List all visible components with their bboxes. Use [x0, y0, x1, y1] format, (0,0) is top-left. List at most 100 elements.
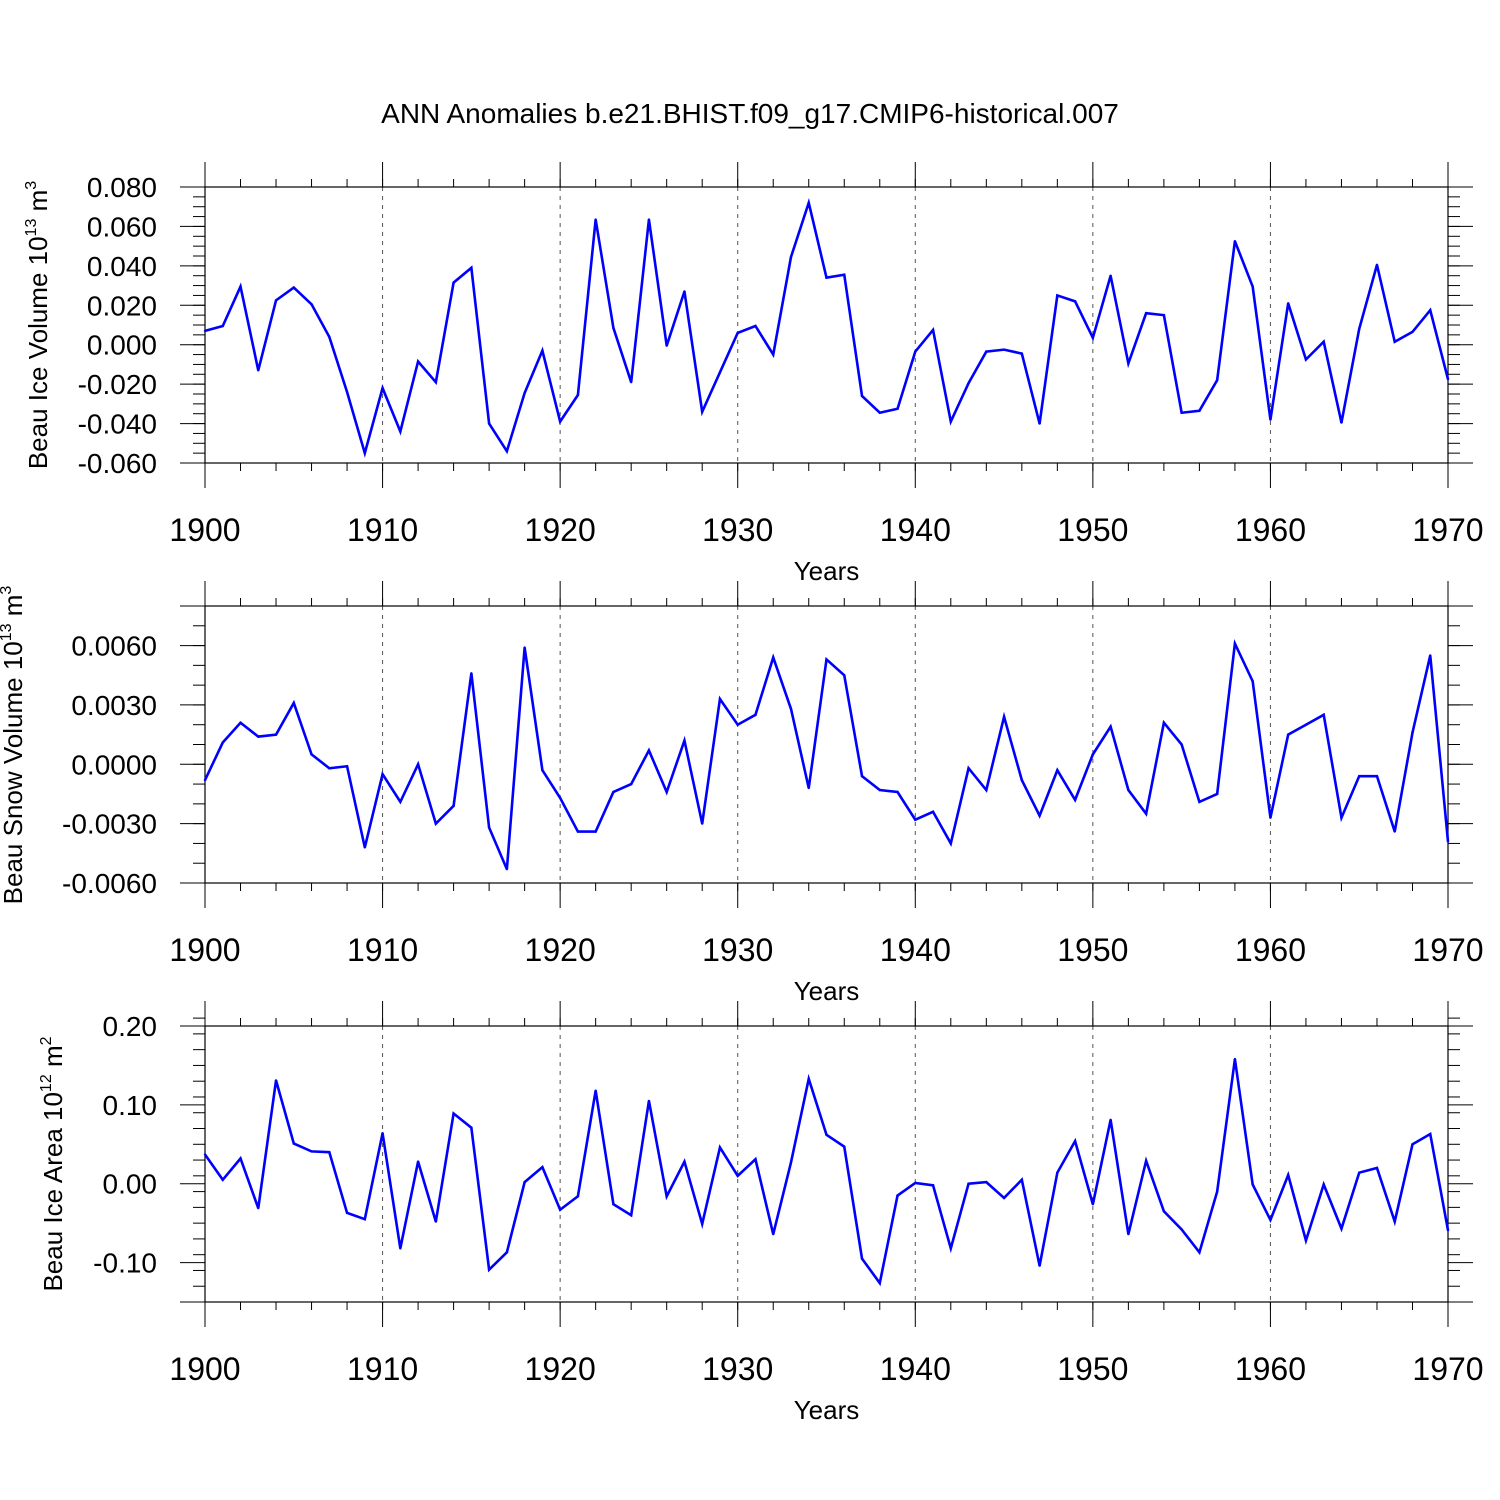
- panel-2-point-1907: [328, 1150, 331, 1154]
- panel-1-point-1948: [1056, 769, 1059, 772]
- panel-1-point-1909: [363, 846, 367, 849]
- panel-0-point-1907: [328, 335, 331, 339]
- panel-1-point-1914: [452, 804, 455, 808]
- panel-2-point-1969: [1429, 1132, 1432, 1136]
- panel-2-point-1933: [789, 1161, 793, 1164]
- panel-2-point-1926: [665, 1195, 668, 1198]
- panel-0-y-axis-label: Beau Ice Volume 1013 m3: [23, 181, 53, 469]
- panel-2-point-1918: [523, 1180, 526, 1184]
- panel-0-point-1911: [399, 430, 402, 433]
- panel-1-series-line: [203, 638, 1450, 870]
- panel-1-point-1908: [345, 765, 349, 768]
- panel-2-point-1930: [736, 1174, 739, 1178]
- panel-0-point-1969: [1429, 309, 1432, 312]
- panel-0-point-1954: [1162, 313, 1166, 317]
- panel-2-point-1946: [1020, 1178, 1024, 1181]
- panel-1-point-1903: [257, 735, 260, 738]
- panel-1-point-1938: [878, 788, 881, 792]
- panel-1-point-1923: [612, 790, 615, 794]
- panel-2-point-1939: [896, 1194, 899, 1197]
- panel-0-point-1926: [665, 344, 668, 347]
- panel-2-y-axis-label-exp: 12: [38, 1074, 55, 1092]
- panel-0-point-1922: [594, 218, 597, 221]
- panel-1-point-1934: [807, 786, 810, 790]
- panel-0-point-1921: [576, 393, 580, 397]
- panel-2-y-axis-label: Beau Ice Area 1012 m2: [38, 1036, 68, 1291]
- panel-2-y-axis-label-unit-exp: 2: [38, 1036, 55, 1045]
- panel-2-point-1919: [541, 1165, 544, 1169]
- panel-1-point-1919: [541, 769, 544, 772]
- panel-0-point-1914: [452, 281, 455, 284]
- panel-0-point-1920: [558, 420, 562, 423]
- panel-2-point-1912: [416, 1160, 420, 1163]
- panel-1-point-1935: [825, 658, 828, 661]
- panel-ice-area: -0.10 0.00 0.10 0.20 1900 1910 1920 1930 1940 195…: [38, 1001, 1484, 1425]
- panel-2-ytick-label: 0.10: [103, 1090, 158, 1121]
- panel-2-point-1903: [257, 1206, 260, 1210]
- panel-2-point-1924: [629, 1214, 633, 1217]
- panel-1-point-1921: [576, 830, 580, 833]
- panel-0-point-1949: [1073, 300, 1077, 303]
- panel-0-point-1944: [985, 350, 988, 353]
- panel-2-xtick-label: 1910: [347, 1351, 418, 1387]
- panel-1-xtick-label: 1900: [169, 932, 240, 968]
- panel-0-point-1936: [843, 273, 846, 276]
- panel-0-xtick-label: 1920: [525, 512, 596, 548]
- panel-1-point-1907: [328, 767, 331, 770]
- panel-1-y-axis-label-exp: 13: [0, 623, 15, 641]
- panel-1-ytick-label: 0.0000: [71, 749, 157, 780]
- panel-1-point-1922: [594, 830, 597, 833]
- panel-0-xtick-label: 1940: [880, 512, 951, 548]
- panel-0-point-1965: [1358, 327, 1361, 331]
- panel-1-xtick-label: 1960: [1235, 932, 1306, 968]
- panel-2-point-1936: [843, 1145, 846, 1148]
- panel-2-xtick-label: 1960: [1235, 1351, 1306, 1387]
- panel-2-point-1904: [274, 1079, 278, 1082]
- panel-1-point-1957: [1215, 792, 1219, 796]
- panel-1-point-1911: [399, 800, 402, 804]
- panel-2-point-1906: [310, 1150, 313, 1153]
- panel-2-point-1931: [754, 1158, 757, 1161]
- panel-0-point-1956: [1198, 409, 1201, 412]
- panel-2-point-1963: [1322, 1183, 1325, 1186]
- panel-1-point-1933: [789, 707, 793, 711]
- panel-2-point-1960: [1269, 1218, 1272, 1222]
- panel-1-point-1912: [416, 763, 420, 766]
- panel-0-point-1947: [1038, 422, 1041, 425]
- panel-2-xtick-label: 1970: [1412, 1351, 1483, 1387]
- panel-0-point-1932: [772, 353, 775, 356]
- panel-2-point-1945: [1002, 1196, 1006, 1200]
- panel-0-ytick-label: -0.040: [78, 409, 157, 440]
- panel-0-ytick-label: -0.060: [78, 448, 157, 479]
- panel-1-xtick-label: 1910: [347, 932, 418, 968]
- panel-1-point-1929: [718, 697, 722, 701]
- panel-1-ytick-label: -0.0060: [62, 868, 157, 899]
- panel-2-point-1928: [701, 1222, 704, 1226]
- panel-2-point-1908: [345, 1211, 349, 1215]
- panel-0-point-1905: [292, 286, 295, 289]
- panel-2-point-1970: [1446, 1229, 1450, 1232]
- panel-2-point-1925: [647, 1099, 651, 1103]
- panel-2-point-1920: [558, 1208, 562, 1211]
- panel-1-point-1950: [1091, 753, 1095, 756]
- panel-1-point-1902: [239, 721, 242, 724]
- panel-0-point-1968: [1411, 330, 1414, 334]
- panel-0-frame: [204, 186, 1449, 464]
- panel-1-ytick-label: -0.0030: [62, 809, 157, 840]
- panel-0-ytick-label: 0.000: [87, 330, 157, 361]
- panel-0-point-1903: [257, 369, 260, 372]
- panel-1-point-1963: [1322, 713, 1325, 717]
- panel-0-y-axis-label-unit: m: [23, 190, 53, 219]
- panel-2-point-1938: [878, 1281, 881, 1285]
- panel-2-point-1929: [718, 1146, 722, 1149]
- panel-1-point-1968: [1411, 731, 1414, 734]
- panel-2-xtick-label: 1950: [1057, 1351, 1128, 1387]
- panel-0-point-1909: [363, 451, 367, 455]
- panel-1-point-1940: [914, 818, 917, 821]
- panel-1-point-1953: [1144, 812, 1148, 815]
- panel-0-point-1930: [736, 331, 739, 335]
- panel-1-point-1936: [843, 674, 846, 677]
- panel-0-point-1925: [647, 218, 651, 221]
- panel-2-xtick-label: 1940: [880, 1351, 951, 1387]
- panel-0-point-1961: [1286, 302, 1290, 305]
